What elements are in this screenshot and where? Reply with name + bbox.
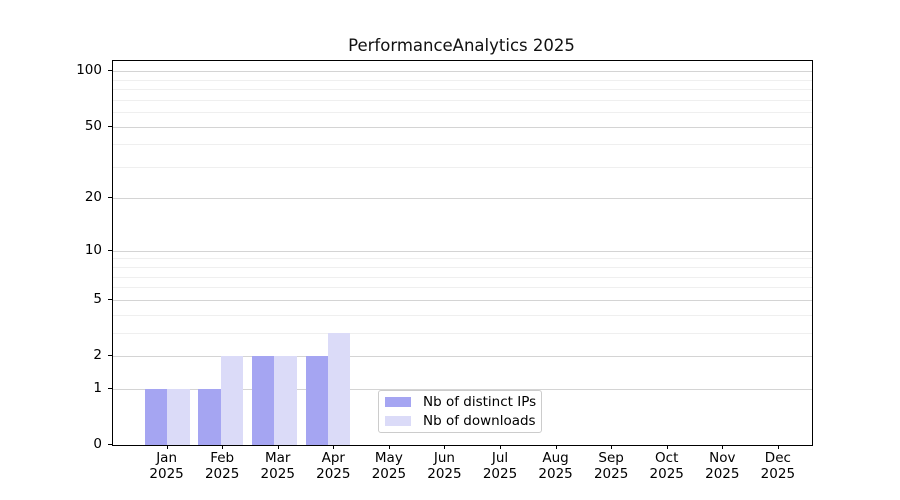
y-tick-mark xyxy=(108,298,112,300)
gridline-major xyxy=(113,198,812,200)
legend-item: Nb of downloads xyxy=(385,413,536,429)
legend-item: Nb of distinct IPs xyxy=(385,394,537,410)
x-tick-label: Feb 2025 xyxy=(204,450,240,482)
bar-distinct-ips xyxy=(144,388,168,445)
x-tick-label: Dec 2025 xyxy=(760,450,796,482)
gridline-minor xyxy=(113,332,812,334)
x-tick-label: Jul 2025 xyxy=(482,450,518,482)
x-tick-label: Oct 2025 xyxy=(649,450,684,482)
gridline-minor xyxy=(113,112,812,114)
y-tick-label: 2 xyxy=(93,347,102,363)
y-tick-label: 5 xyxy=(93,290,102,307)
x-tick-label: Jun 2025 xyxy=(427,450,462,482)
gridline-minor xyxy=(113,89,812,91)
gridline-major xyxy=(113,388,812,390)
y-tick-mark xyxy=(108,387,112,389)
x-tick-mark xyxy=(333,445,335,449)
bar-downloads xyxy=(274,356,297,445)
x-tick-mark xyxy=(277,445,279,449)
legend: Nb of distinct IPs Nb of downloads xyxy=(378,390,542,433)
x-tick-mark xyxy=(611,445,613,449)
y-tick-mark xyxy=(108,249,112,251)
gridline-minor xyxy=(113,79,812,81)
x-tick-mark xyxy=(777,445,779,449)
bar-downloads xyxy=(220,356,244,445)
gridline-minor xyxy=(113,144,812,146)
gridline-major xyxy=(113,250,812,252)
y-tick-label: 20 xyxy=(84,189,102,206)
x-tick-label: Aug 2025 xyxy=(538,450,573,482)
legend-swatch-distinct-ips xyxy=(385,397,411,407)
x-tick-label: Mar 2025 xyxy=(260,450,295,482)
gridline-major xyxy=(113,71,812,73)
gridline-major xyxy=(113,126,812,128)
gridline-minor xyxy=(113,287,812,289)
bar-distinct-ips xyxy=(252,356,275,445)
plot-area xyxy=(112,60,813,446)
gridline-minor xyxy=(113,99,812,101)
bar-distinct-ips xyxy=(198,388,221,445)
x-tick-label: Nov 2025 xyxy=(705,450,740,482)
x-tick-mark xyxy=(500,445,502,449)
x-tick-mark xyxy=(666,445,668,449)
x-tick-mark xyxy=(222,445,224,449)
y-tick-label: 10 xyxy=(84,241,102,258)
gridline-major xyxy=(113,299,812,301)
x-tick-mark xyxy=(166,445,168,449)
legend-label: Nb of distinct IPs xyxy=(423,394,537,410)
gridline-minor xyxy=(113,276,812,278)
y-tick-mark xyxy=(108,444,112,445)
y-tick-mark xyxy=(108,70,112,72)
legend-label: Nb of downloads xyxy=(423,413,536,429)
gridline-minor xyxy=(113,258,812,260)
x-tick-label: Apr 2025 xyxy=(316,450,351,482)
x-tick-label: May 2025 xyxy=(371,450,407,482)
y-tick-label: 100 xyxy=(76,62,102,79)
x-tick-label: Jan 2025 xyxy=(149,450,184,482)
legend-swatch-downloads xyxy=(385,416,411,426)
y-tick-mark xyxy=(108,197,112,199)
x-tick-mark xyxy=(388,445,390,449)
y-tick-mark xyxy=(108,125,112,127)
gridline-minor xyxy=(113,314,812,316)
y-tick-label: 0 xyxy=(93,436,102,452)
y-tick-label: 50 xyxy=(84,117,102,134)
y-tick-label: 1 xyxy=(93,379,102,396)
x-tick-label: Sep 2025 xyxy=(593,450,629,482)
x-tick-mark xyxy=(555,445,557,449)
bar-downloads xyxy=(328,332,351,445)
chart-title: PerformanceAnalytics 2025 xyxy=(348,36,575,55)
gridline-major xyxy=(113,356,812,357)
y-tick-mark xyxy=(108,355,112,356)
bar-downloads xyxy=(167,388,190,445)
gridline-minor xyxy=(113,267,812,269)
x-tick-mark xyxy=(722,445,724,449)
x-tick-mark xyxy=(444,445,446,449)
gridline-minor xyxy=(113,166,812,168)
bar-distinct-ips xyxy=(305,356,328,445)
